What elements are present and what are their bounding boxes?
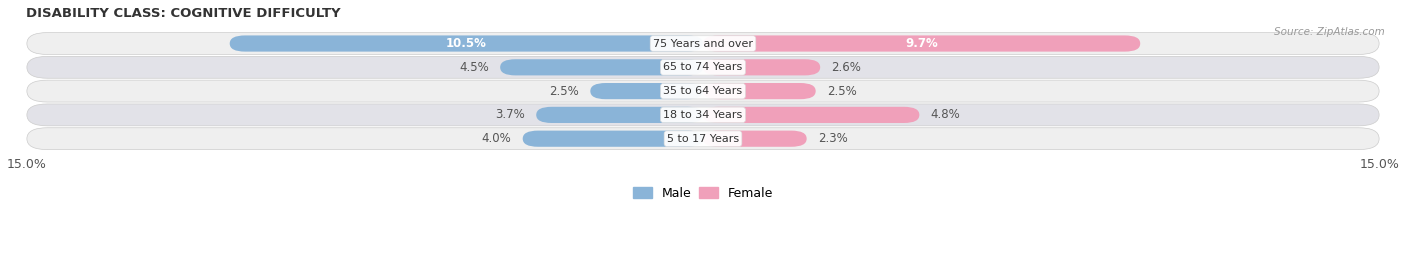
Text: 4.5%: 4.5% bbox=[460, 61, 489, 74]
Text: 2.5%: 2.5% bbox=[827, 85, 856, 97]
Text: 5 to 17 Years: 5 to 17 Years bbox=[666, 134, 740, 144]
Text: 4.0%: 4.0% bbox=[482, 132, 512, 145]
FancyBboxPatch shape bbox=[703, 59, 820, 75]
Text: 3.7%: 3.7% bbox=[495, 108, 524, 122]
FancyBboxPatch shape bbox=[501, 59, 703, 75]
FancyBboxPatch shape bbox=[703, 131, 807, 147]
Text: 10.5%: 10.5% bbox=[446, 37, 486, 50]
Text: 4.8%: 4.8% bbox=[931, 108, 960, 122]
Legend: Male, Female: Male, Female bbox=[628, 182, 778, 205]
FancyBboxPatch shape bbox=[591, 83, 703, 99]
Text: 2.6%: 2.6% bbox=[831, 61, 862, 74]
Text: Source: ZipAtlas.com: Source: ZipAtlas.com bbox=[1274, 27, 1385, 37]
FancyBboxPatch shape bbox=[27, 128, 1379, 150]
Text: 18 to 34 Years: 18 to 34 Years bbox=[664, 110, 742, 120]
Text: 75 Years and over: 75 Years and over bbox=[652, 39, 754, 49]
FancyBboxPatch shape bbox=[27, 80, 1379, 102]
Text: 9.7%: 9.7% bbox=[905, 37, 938, 50]
FancyBboxPatch shape bbox=[27, 56, 1379, 78]
FancyBboxPatch shape bbox=[27, 104, 1379, 126]
FancyBboxPatch shape bbox=[703, 35, 1140, 52]
FancyBboxPatch shape bbox=[229, 35, 703, 52]
Text: 65 to 74 Years: 65 to 74 Years bbox=[664, 62, 742, 72]
FancyBboxPatch shape bbox=[703, 83, 815, 99]
Text: 35 to 64 Years: 35 to 64 Years bbox=[664, 86, 742, 96]
FancyBboxPatch shape bbox=[523, 131, 703, 147]
FancyBboxPatch shape bbox=[27, 33, 1379, 55]
FancyBboxPatch shape bbox=[703, 107, 920, 123]
Text: 2.5%: 2.5% bbox=[550, 85, 579, 97]
Text: 2.3%: 2.3% bbox=[818, 132, 848, 145]
FancyBboxPatch shape bbox=[536, 107, 703, 123]
Text: DISABILITY CLASS: COGNITIVE DIFFICULTY: DISABILITY CLASS: COGNITIVE DIFFICULTY bbox=[25, 7, 340, 20]
